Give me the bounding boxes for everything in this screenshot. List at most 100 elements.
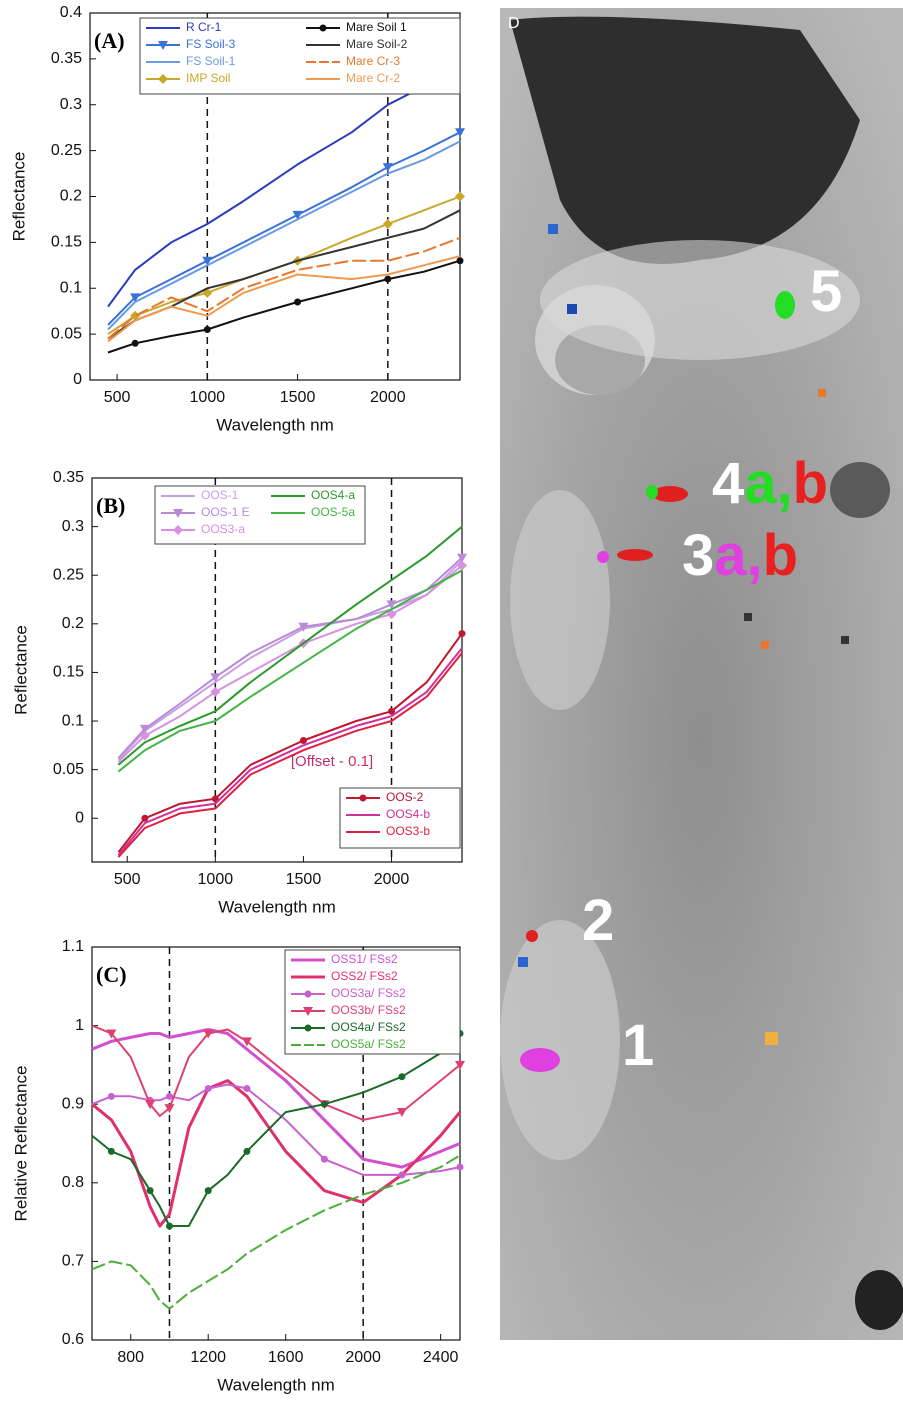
site-label: 4a,b [712,451,828,516]
marker [141,815,148,822]
y-tick-label: 0.05 [53,761,84,778]
marker [384,276,391,283]
site-label-part: 5 [810,259,842,324]
x-tick-label: 500 [114,871,141,888]
legend-label: OOS3b/ FSs2 [331,1003,406,1017]
legend-label: OOS-1 [201,488,239,502]
series-line [118,558,462,758]
site-marker [744,613,752,621]
legend-label: OOS-1 E [201,505,250,519]
site-marker [841,636,849,644]
x-tick-label: 1000 [198,871,234,888]
site-marker [818,389,826,397]
x-tick-label: 1500 [286,871,322,888]
x-tick-label: 2400 [423,1349,459,1366]
series-line [92,1155,460,1308]
legend-label: OSS1/ FSs2 [331,952,398,966]
series-line [108,132,460,325]
y-tick-label: 0.25 [51,142,82,159]
site-marker [548,224,558,234]
marker [132,340,139,347]
marker [398,1171,405,1178]
y-tick-label: 1 [75,1017,84,1034]
crater [830,462,890,518]
marker [383,163,393,172]
legend-label: OSS2/ FSs2 [331,969,398,983]
series-line [118,566,462,762]
marker [204,326,211,333]
site-blob [526,930,538,942]
highland [510,490,610,710]
legend-label: FS Soil-1 [186,54,236,68]
y-tick-label: 0.8 [62,1174,84,1191]
legend-label: R Cr-1 [186,20,222,34]
x-axis-title: Wavelength nm [218,897,335,916]
site-label-part: a, [744,451,792,516]
y-tick-label: 0.6 [62,1331,84,1348]
y-tick-label: 1.1 [62,938,84,955]
site-label: 3a,b [682,523,798,588]
y-axis-title: Relative Reflectance [11,1066,30,1222]
x-tick-label: 2000 [374,871,410,888]
marker [457,257,464,264]
y-axis-title: Reflectance [9,152,28,242]
site-label-part: b [763,523,798,588]
series-line [108,256,460,341]
legend-label: Mare Cr-3 [346,54,400,68]
marker [457,1164,464,1171]
y-tick-label: 0.15 [51,234,82,251]
site-label: 1 [622,1013,654,1078]
x-tick-label: 800 [117,1349,144,1366]
y-tick-label: 0.4 [60,4,82,21]
marker [205,1085,212,1092]
marker [243,1148,250,1155]
legend-label: OOS-2 [386,790,424,804]
image-panel: D 54a,b3a,b21 [500,8,903,1340]
x-tick-label: 1200 [190,1349,226,1366]
x-tick-label: 2000 [345,1349,381,1366]
marker [360,795,367,802]
series-line [108,68,460,307]
series-line [108,141,460,329]
y-axis-title: Reflectance [11,625,30,715]
panel-label: (C) [96,962,127,987]
site-label-part: a, [714,523,762,588]
y-tick-label: 0.1 [60,279,82,296]
marker [147,1187,154,1194]
legend-label: OOS3-b [386,824,430,838]
legend-label: IMP Soil [186,71,230,85]
y-tick-label: 0.35 [53,469,84,486]
marker [166,1093,173,1100]
y-tick-label: 0.2 [60,188,82,205]
y-tick-label: 0.35 [51,50,82,67]
marker [320,25,327,32]
marker [205,1187,212,1194]
site-label-part: b [793,451,828,516]
site-marker [761,641,769,649]
y-tick-label: 0.7 [62,1253,84,1270]
legend-label: OOS3a/ FSs2 [331,986,406,1000]
marker [383,219,393,229]
highland [500,920,620,1160]
marker [305,1025,312,1032]
site-label-part: 4 [712,451,744,516]
y-tick-label: 0.1 [62,712,84,729]
marker [459,630,466,637]
y-tick-label: 0 [73,371,82,388]
legend-label: Mare Soil 1 [346,20,407,34]
site-marker [765,1032,778,1045]
legend-label: OOS-5a [311,505,355,519]
legend-label: FS Soil-3 [186,37,236,51]
site-blob [646,485,658,499]
figure: D 54a,b3a,b21 50010001500200000.050.10.1… [0,0,903,1401]
site-label: 5 [810,259,842,324]
x-tick-label: 1000 [190,389,226,406]
panel-label: (A) [94,28,125,53]
marker [243,1085,250,1092]
annotation: [Offset - 0.1] [291,753,373,770]
marker [166,1223,173,1230]
marker [321,1101,328,1108]
x-tick-label: 2000 [370,389,406,406]
crater [855,1270,903,1330]
legend-label: OOS3-a [201,522,245,536]
